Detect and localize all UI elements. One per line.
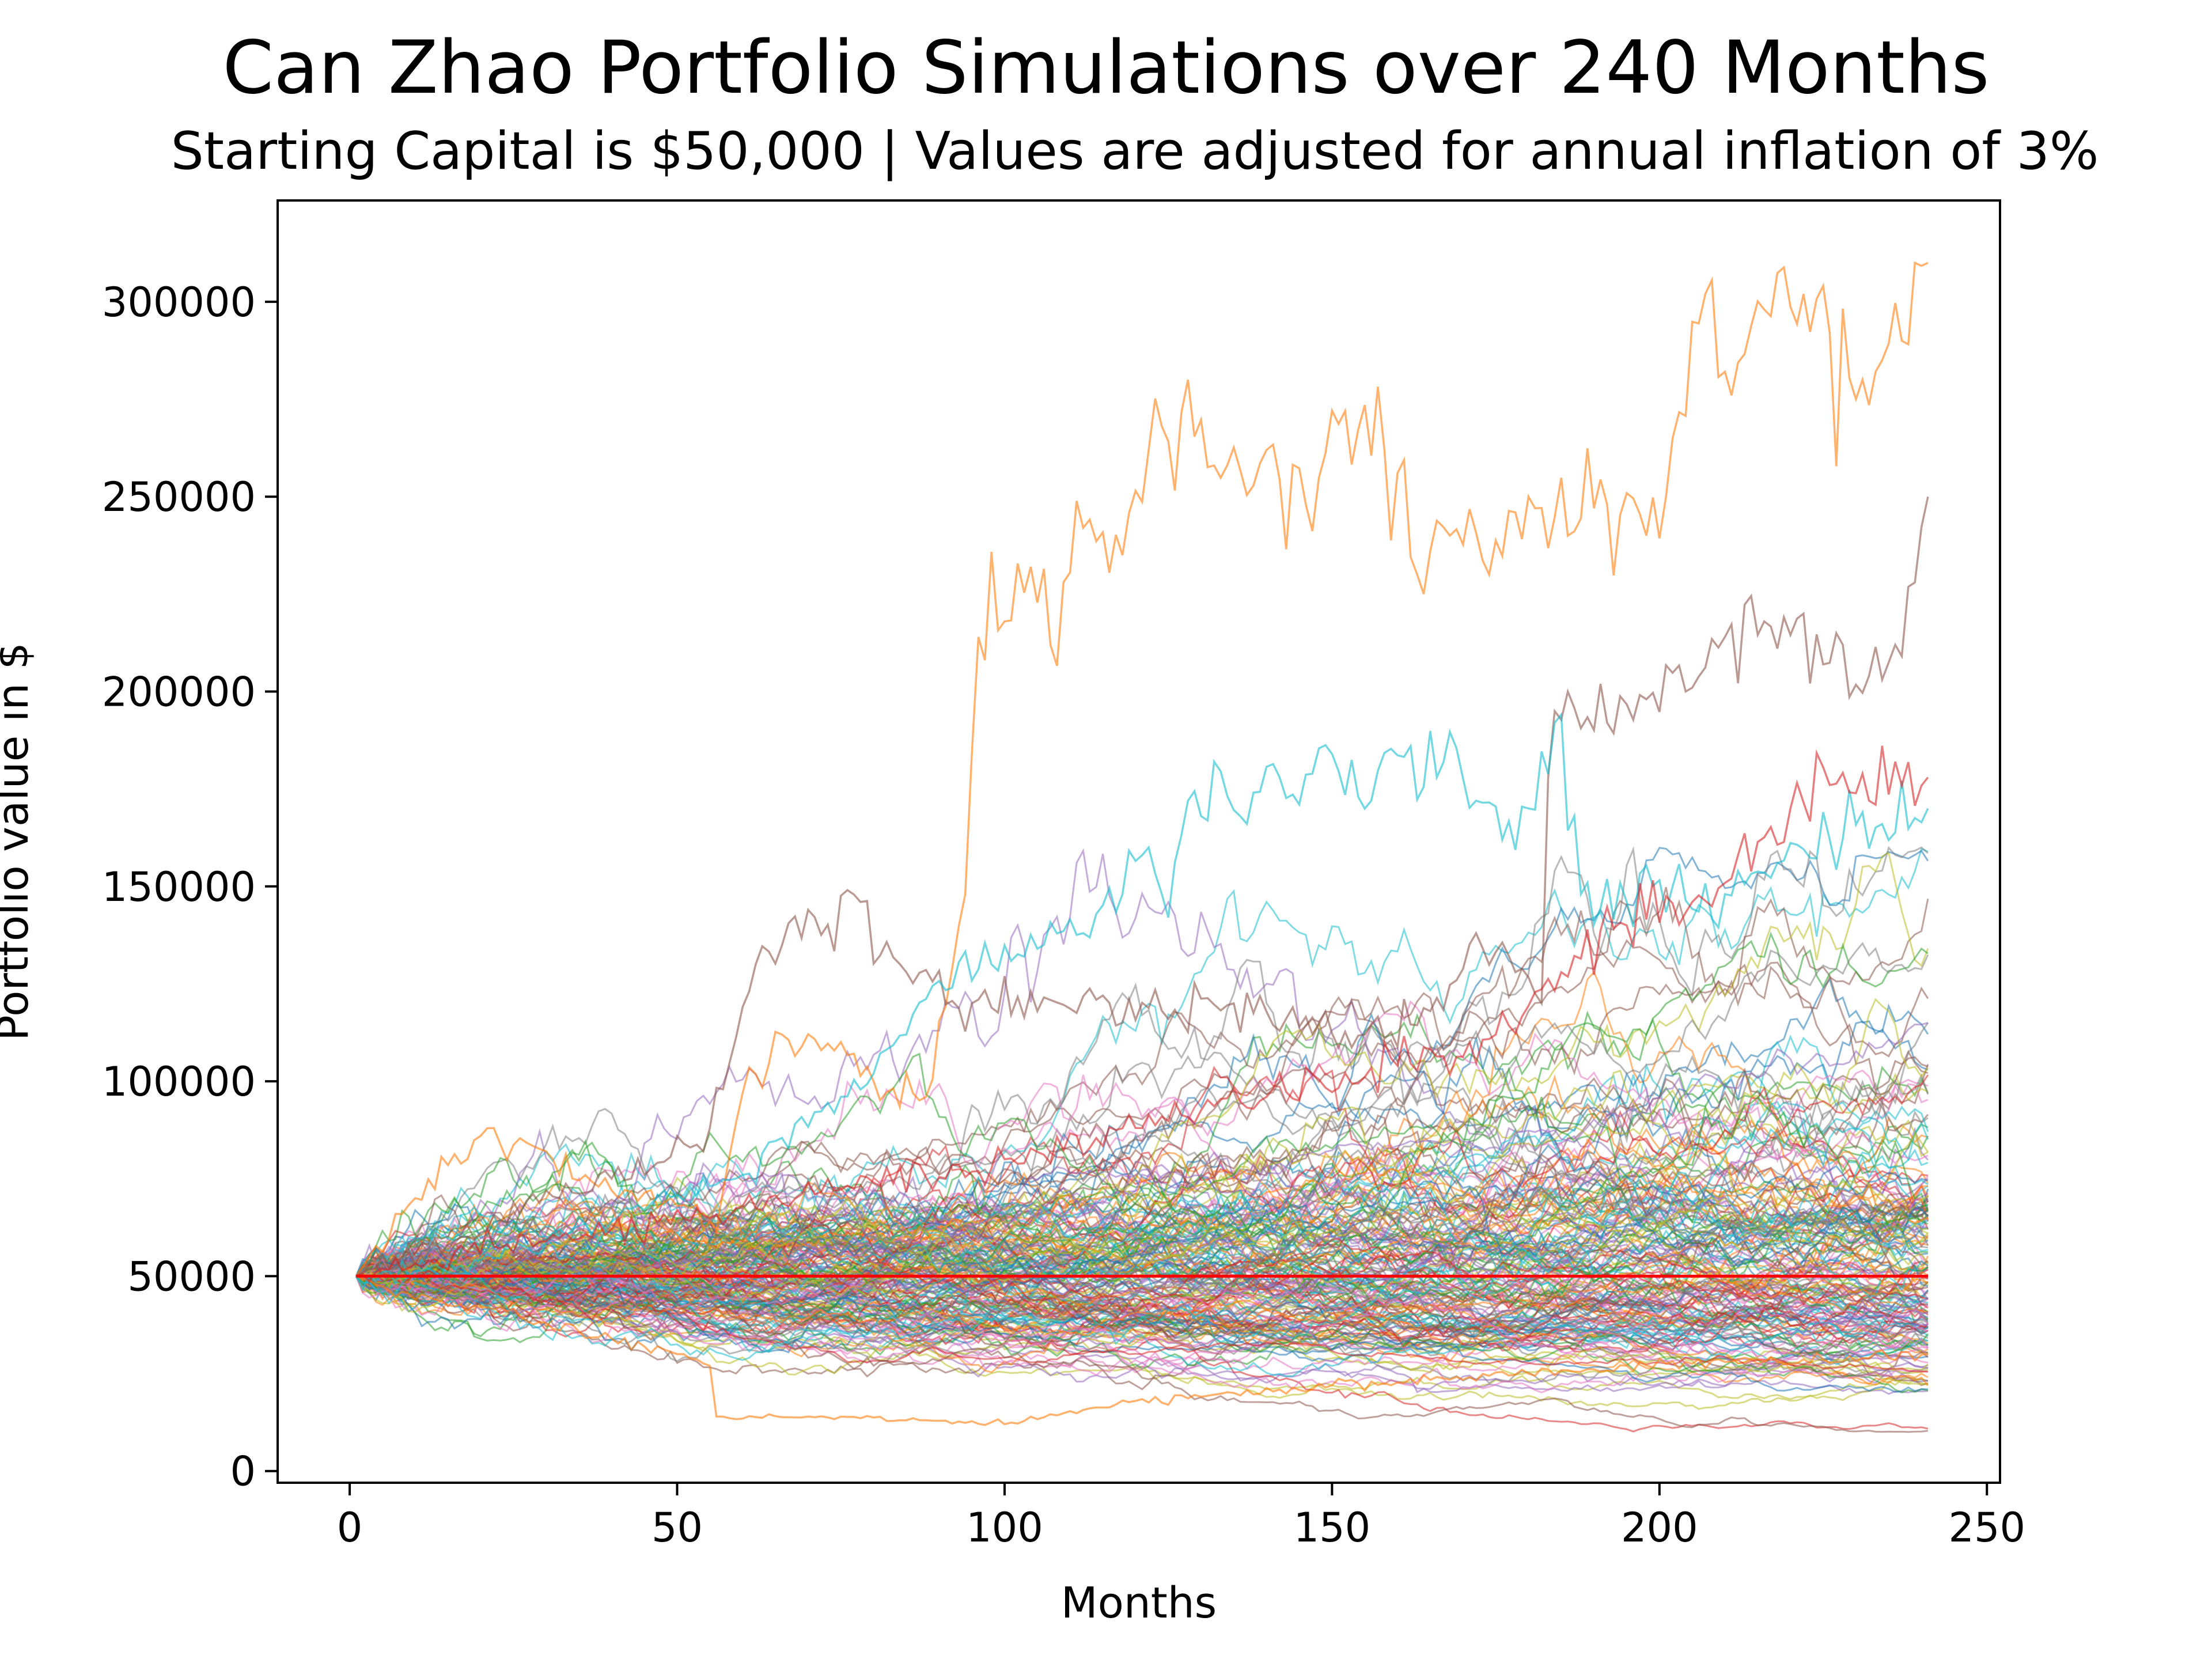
x-tick-label: 50: [652, 1504, 703, 1551]
simulation-line-highlight: [355, 745, 1929, 1283]
simulation-line: [355, 1052, 1929, 1296]
y-tick-label: 100000: [102, 1058, 256, 1105]
y-tick-label: 300000: [102, 279, 256, 326]
simulation-line: [356, 1203, 1929, 1336]
plot-frame: [276, 199, 2001, 1484]
y-tick-label: 250000: [102, 474, 256, 521]
simulation-line: [355, 847, 1929, 1282]
highlight-layer: [355, 261, 1929, 1426]
simulation-line: [355, 1197, 1929, 1361]
simulation-line: [355, 1269, 1929, 1336]
simulation-line: [356, 1178, 1929, 1341]
simulation-line: [355, 1251, 1929, 1361]
simulation-line: [355, 982, 1929, 1287]
simulation-line-highlight: [355, 1275, 1929, 1426]
simulation-line: [355, 942, 1929, 1277]
simulation-line: [355, 1259, 1928, 1393]
x-axis-label: Months: [1061, 1578, 1217, 1628]
simulation-line: [355, 1275, 1929, 1357]
series-layer: [355, 846, 1929, 1433]
x-tick-label: 250: [1948, 1504, 2025, 1551]
chart-title: Can Zhao Portfolio Simulations over 240 …: [222, 25, 1990, 110]
x-tick-label: 150: [1294, 1504, 1371, 1551]
simulation-line: [356, 1022, 1929, 1297]
simulation-line: [355, 1101, 1929, 1308]
simulation-line: [355, 887, 1929, 1277]
chart-subtitle: Starting Capital is $50,000 | Values are…: [171, 121, 2099, 181]
x-tick-label: 0: [337, 1504, 363, 1551]
y-tick-label: 150000: [102, 863, 256, 911]
simulation-line: [355, 1171, 1929, 1308]
simulation-line: [355, 1275, 1929, 1393]
simulation-line: [355, 1003, 1929, 1291]
y-axis: 0 50000 100000 150000 200000 250000 300000: [102, 279, 278, 1495]
simulation-line: [356, 1176, 1929, 1284]
simulation-line: [355, 1074, 1929, 1301]
simulation-line: [356, 1266, 1929, 1377]
simulation-line: [355, 1240, 1929, 1433]
simulation-line: [355, 1145, 1929, 1281]
simulation-line: [355, 1123, 1929, 1277]
simulation-line: [355, 1236, 1928, 1318]
y-tick-label: 200000: [102, 669, 256, 716]
x-axis: 0 50 100 150 200 250: [337, 1483, 2025, 1551]
simulation-line: [355, 1224, 1929, 1320]
simulation-line-highlight: [355, 261, 1929, 1277]
simulation-line-highlight: [355, 496, 1929, 1277]
simulation-line: [355, 1144, 1929, 1304]
simulation-line: [356, 998, 1929, 1313]
simulation-line: [355, 1268, 1929, 1370]
y-tick-label: 0: [230, 1448, 256, 1495]
y-tick-label: 50000: [127, 1253, 256, 1300]
x-tick-label: 100: [966, 1504, 1043, 1551]
x-tick-label: 200: [1621, 1504, 1698, 1551]
simulation-line: [355, 931, 1929, 1289]
y-axis-label: Portfolio value in $: [0, 642, 38, 1041]
simulation-line: [355, 1237, 1929, 1319]
simulation-line: [355, 1274, 1929, 1380]
